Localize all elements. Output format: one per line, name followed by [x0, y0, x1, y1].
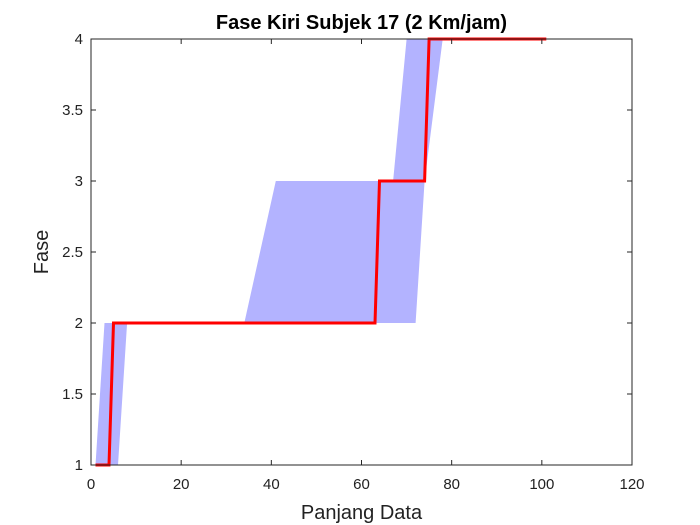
y-axis-label: Fase	[31, 230, 53, 274]
y-tick-label: 2	[75, 315, 83, 332]
x-tick-label: 0	[87, 476, 95, 493]
y-tick-label: 3	[75, 173, 83, 190]
y-tick-label: 3.5	[62, 102, 83, 119]
x-tick-label: 20	[173, 476, 190, 493]
x-tick-label: 60	[353, 476, 370, 493]
y-tick-label: 1.5	[62, 386, 83, 403]
y-axis-ticks: 1 1.5 2 2.5 3 3.5 4	[62, 31, 632, 474]
x-tick-label: 40	[263, 476, 280, 493]
chart-title: Fase Kiri Subjek 17 (2 Km/jam)	[216, 12, 507, 34]
y-tick-label: 2.5	[62, 244, 83, 261]
y-tick-label: 1	[75, 457, 83, 474]
series-line-1	[95, 37, 547, 467]
y-tick-label: 4	[75, 31, 83, 48]
x-tick-label: 120	[619, 476, 644, 493]
x-tick-label: 100	[529, 476, 554, 493]
variance-band	[95, 39, 542, 465]
plot-area	[95, 37, 547, 467]
x-tick-label: 80	[443, 476, 460, 493]
x-axis-ticks: 0 20 40 60 80 100 120	[87, 39, 645, 493]
x-axis-label: Panjang Data	[301, 502, 423, 524]
